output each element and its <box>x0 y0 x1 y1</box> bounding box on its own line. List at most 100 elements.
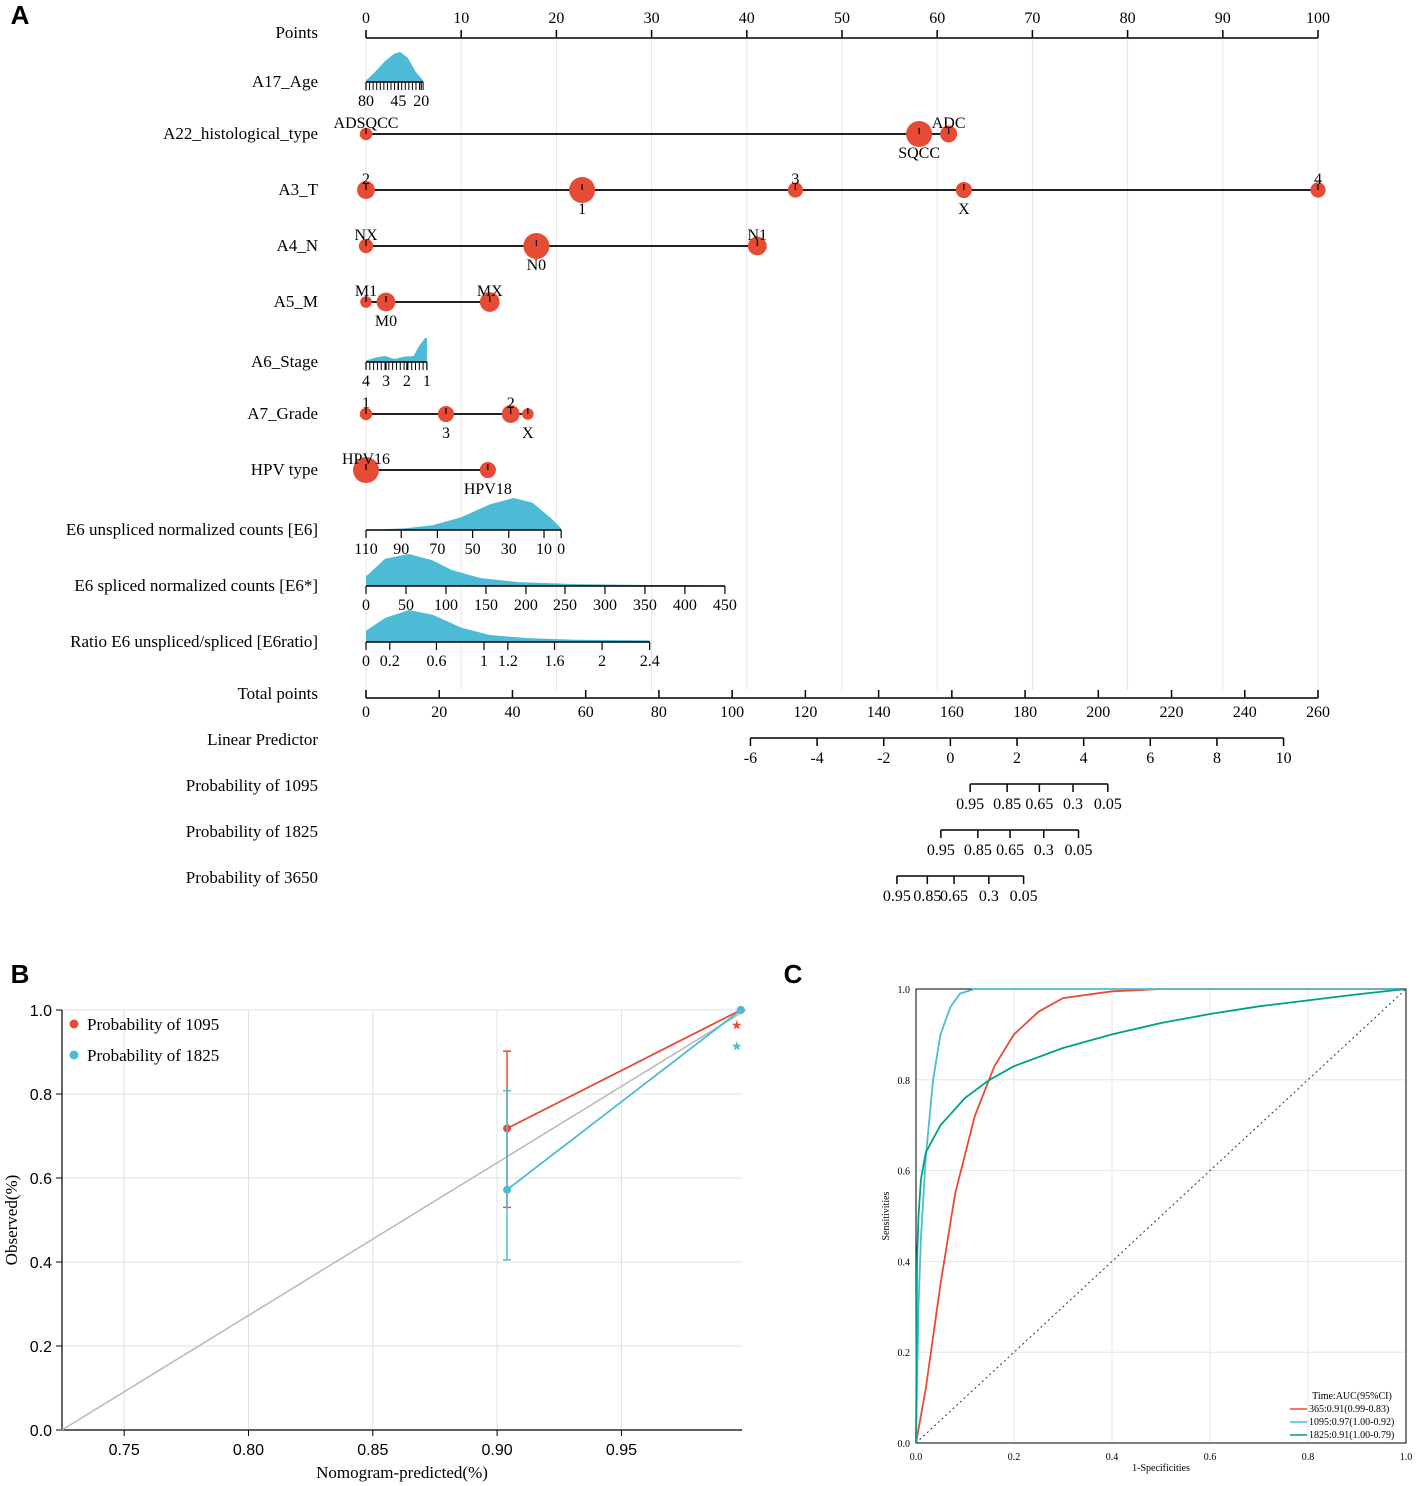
roc-legend-label: 1095:0.97(1.00-0.92) <box>1309 1417 1394 1428</box>
calibration-point <box>736 1006 745 1014</box>
density-tick-label: 1.6 <box>544 653 564 670</box>
density-tick-label: 100 <box>434 597 458 614</box>
points-tick-label: 30 <box>644 10 660 27</box>
density-tick-label: 450 <box>713 597 737 614</box>
calibration-series-line <box>506 1009 742 1191</box>
row-label: A6_Stage <box>251 352 318 371</box>
linear-predictor-tick-label: 0 <box>946 750 954 767</box>
probability-tick-label: 0.85 <box>993 796 1021 813</box>
roc-legend-label: 1825:0.91(1.00-0.79) <box>1309 1430 1394 1441</box>
row-label: A3_T <box>278 180 318 199</box>
probability-tick-label: 0.95 <box>927 842 955 859</box>
roc-legend-title: Time:AUC(95%CI) <box>1312 1391 1392 1402</box>
row-label-probability: Probability of 1825 <box>186 822 318 841</box>
roc-y-label: Sensitivities <box>881 1191 892 1240</box>
calibration-x-tick-label: 0.95 <box>606 1442 637 1459</box>
category-label: MX <box>477 283 503 300</box>
density-tick-label: 1.2 <box>498 653 518 670</box>
calibration-x-label: Nomogram-predicted(%) <box>316 1463 488 1482</box>
row-label-linear-predictor: Linear Predictor <box>207 730 318 749</box>
roc-x-tick-label: 0.6 <box>1204 1452 1217 1463</box>
roc-curve <box>915 988 1407 1444</box>
row-label: E6 unspliced normalized counts [E6] <box>66 520 318 539</box>
total-points-tick-label: 260 <box>1306 704 1330 721</box>
legend-label: Probability of 1095 <box>87 1015 219 1034</box>
row-label: A22_histological_type <box>163 124 318 143</box>
calibration-x-tick-label: 0.75 <box>109 1442 140 1459</box>
points-tick-label: 100 <box>1306 10 1330 27</box>
total-points-tick-label: 240 <box>1233 704 1257 721</box>
density-tick-label: 350 <box>633 597 657 614</box>
roc-x-label: 1-Specificities <box>1132 1463 1190 1474</box>
calibration-y-tick-label: 0.8 <box>30 1087 52 1104</box>
total-points-tick-label: 100 <box>720 704 744 721</box>
density-area <box>366 498 562 530</box>
calibration-series-line <box>506 1009 742 1130</box>
total-points-tick-label: 220 <box>1160 704 1184 721</box>
density-area <box>366 610 650 642</box>
category-label: M1 <box>355 283 377 300</box>
category-label: X <box>958 201 970 218</box>
density-tick-label: 3 <box>382 373 390 390</box>
density-tick-label: 2 <box>403 373 411 390</box>
category-label: SQCC <box>898 145 940 162</box>
ideal-diagonal-line <box>61 1009 747 1431</box>
density-tick-label: 110 <box>354 541 377 558</box>
roc-curve <box>915 988 1406 1444</box>
linear-predictor-tick-label: 2 <box>1013 750 1021 767</box>
linear-predictor-tick-label: 4 <box>1080 750 1088 767</box>
probability-tick-label: 0.85 <box>913 888 941 905</box>
roc-x-tick-label: 0.0 <box>910 1452 923 1463</box>
density-tick-label: 0 <box>557 541 565 558</box>
category-label: X <box>522 425 534 442</box>
roc-y-tick-label: 0.2 <box>898 1348 911 1359</box>
linear-predictor-tick-label: -6 <box>744 750 757 767</box>
density-tick-label: 300 <box>593 597 617 614</box>
roc-y-tick-label: 0.8 <box>898 1076 911 1087</box>
legend-label: Probability of 1825 <box>87 1046 219 1065</box>
category-label: N1 <box>747 227 767 244</box>
linear-predictor-tick-label: 6 <box>1146 750 1154 767</box>
probability-tick-label: 0.3 <box>1063 796 1083 813</box>
total-points-tick-label: 200 <box>1086 704 1110 721</box>
roc-y-tick-label: 0.6 <box>898 1167 911 1178</box>
row-label-total-points: Total points <box>237 684 318 703</box>
density-tick-label: 200 <box>514 597 538 614</box>
points-tick-label: 80 <box>1120 10 1136 27</box>
category-label: NX <box>354 227 378 244</box>
roc-x-tick-label: 0.8 <box>1302 1452 1315 1463</box>
points-tick-label: 10 <box>453 10 469 27</box>
density-area <box>366 554 725 586</box>
total-points-tick-label: 60 <box>578 704 594 721</box>
calibration-x-tick-label: 0.90 <box>482 1442 513 1459</box>
total-points-tick-label: 160 <box>940 704 964 721</box>
total-points-tick-label: 20 <box>431 704 447 721</box>
probability-tick-label: 0.65 <box>940 888 968 905</box>
density-area <box>366 52 424 82</box>
points-tick-label: 90 <box>1215 10 1231 27</box>
category-label: ADSQCC <box>334 115 399 132</box>
calibration-y-tick-label: 0.2 <box>30 1339 52 1356</box>
calibration-y-tick-label: 1.0 <box>30 1003 52 1020</box>
density-tick-label: 2.4 <box>640 653 660 670</box>
points-tick-label: 40 <box>739 10 755 27</box>
category-label: 2 <box>507 395 515 412</box>
star-marker: ★ <box>731 1018 743 1033</box>
density-tick-label: 20 <box>413 93 429 110</box>
category-label: ADC <box>932 115 966 132</box>
calibration-y-tick-label: 0.6 <box>30 1171 52 1188</box>
calibration-y-tick-label: 0.0 <box>30 1423 52 1440</box>
legend-marker <box>69 1019 79 1029</box>
density-tick-label: 45 <box>390 93 406 110</box>
row-label: E6 spliced normalized counts [E6*] <box>74 576 318 595</box>
roc-y-tick-label: 1.0 <box>898 985 911 996</box>
probability-tick-label: 0.85 <box>964 842 992 859</box>
points-tick-label: 20 <box>548 10 564 27</box>
density-tick-label: 250 <box>553 597 577 614</box>
category-label: HPV18 <box>464 481 512 498</box>
points-tick-label: 70 <box>1024 10 1040 27</box>
roc-y-tick-label: 0.4 <box>898 1257 911 1268</box>
linear-predictor-tick-label: -4 <box>810 750 823 767</box>
probability-tick-label: 0.95 <box>883 888 911 905</box>
points-tick-label: 50 <box>834 10 850 27</box>
